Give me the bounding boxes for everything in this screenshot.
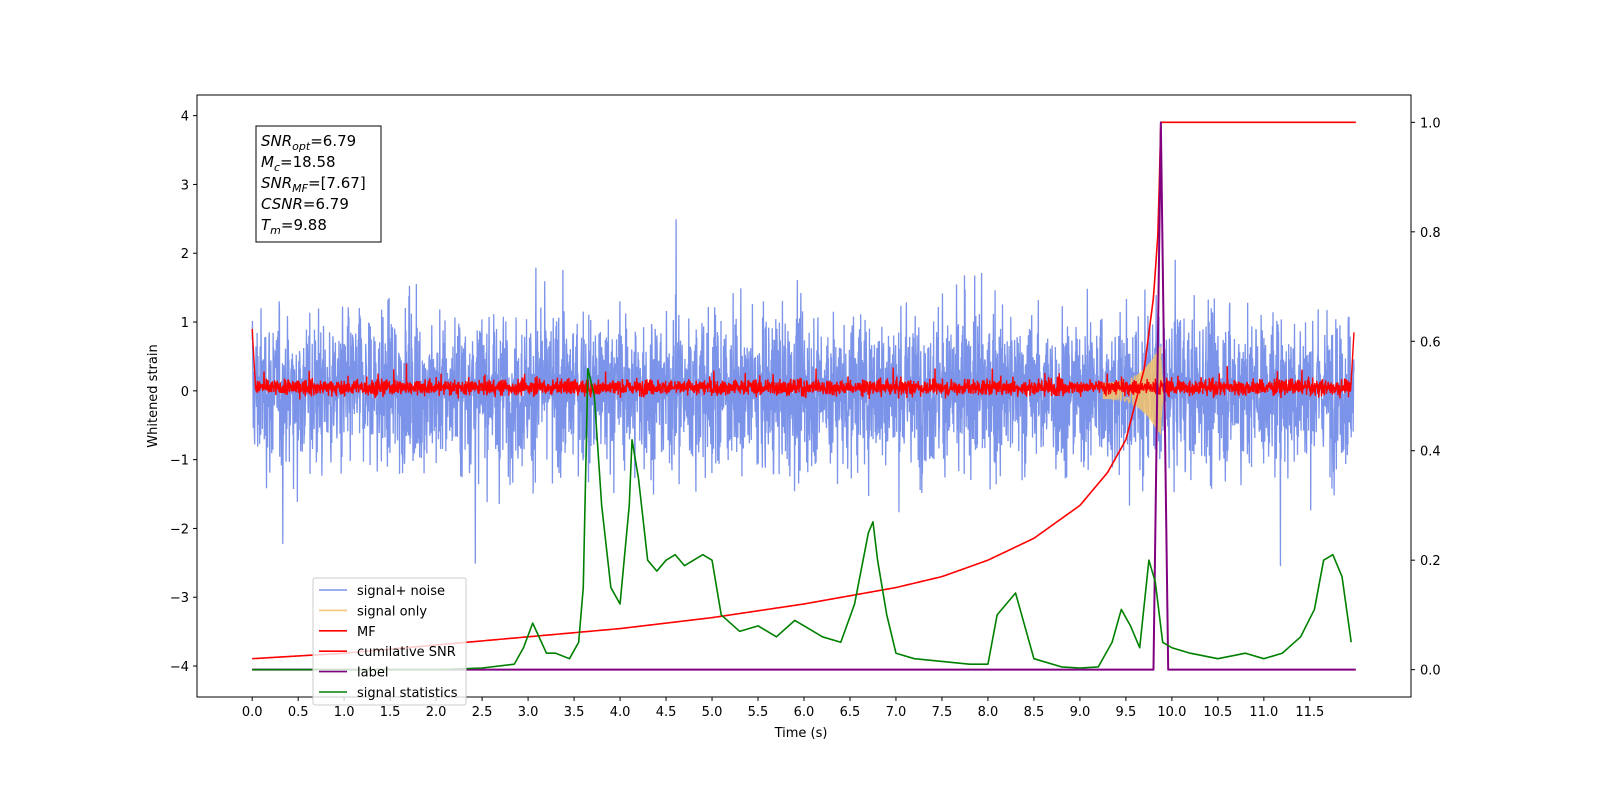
x-tick-label: 1.0 bbox=[334, 705, 355, 720]
y2-tick-label: 0.8 bbox=[1420, 226, 1441, 241]
info-line: CSNR=6.79 bbox=[261, 195, 349, 213]
x-tick-label: 6.5 bbox=[840, 705, 861, 720]
series-signal-noise bbox=[251, 219, 1355, 567]
y-tick-label: 2 bbox=[181, 247, 189, 262]
x-tick-label: 7.0 bbox=[886, 705, 907, 720]
legend-entry: label bbox=[357, 666, 388, 681]
x-tick-label: 9.0 bbox=[1070, 705, 1091, 720]
y-tick-label: 1 bbox=[181, 316, 189, 331]
y2-tick-label: 0.2 bbox=[1420, 554, 1441, 569]
x-tick-label: 8.5 bbox=[1024, 705, 1045, 720]
legend-entry: signal statistics bbox=[357, 686, 458, 701]
x-tick-label: 8.0 bbox=[978, 705, 999, 720]
legend-entry: MF bbox=[357, 625, 376, 640]
x-tick-label: 5.0 bbox=[702, 705, 723, 720]
x-axis-label: Time (s) bbox=[774, 726, 828, 741]
info-line: Tm=9.88 bbox=[261, 216, 327, 237]
x-tick-label: 2.5 bbox=[472, 705, 493, 720]
y-tick-label: −3 bbox=[170, 591, 189, 606]
x-tick-label: 7.5 bbox=[932, 705, 953, 720]
y-tick-label: −1 bbox=[170, 454, 189, 469]
info-line: Mc=18.58 bbox=[261, 153, 336, 174]
x-tick-label: 4.0 bbox=[610, 705, 631, 720]
y-tick-label: 3 bbox=[181, 178, 189, 193]
series-label bbox=[252, 121, 1356, 671]
legend-entry: cumilative SNR bbox=[357, 645, 456, 660]
info-line: SNRMF=[7.67] bbox=[261, 174, 366, 195]
x-tick-label: 5.5 bbox=[748, 705, 769, 720]
y-tick-label: −4 bbox=[170, 660, 189, 675]
y2-tick-label: 0.0 bbox=[1420, 664, 1441, 679]
x-tick-label: 0.5 bbox=[288, 705, 309, 720]
legend-entry: signal+ noise bbox=[357, 584, 445, 599]
x-tick-label: 11.0 bbox=[1249, 705, 1278, 720]
series-signal-statistics bbox=[252, 367, 1353, 671]
y2-tick-label: 0.6 bbox=[1420, 335, 1441, 350]
axes: 0.0 0.5 1.0 1.5 2.0 2.5 3.0 3.5 4.0 4.5 5.0 5.5 6.0 6… bbox=[170, 110, 1441, 720]
x-tick-label: 3.5 bbox=[564, 705, 585, 720]
info-line: SNRopt=6.79 bbox=[261, 132, 356, 153]
x-tick-label: 11.5 bbox=[1295, 705, 1324, 720]
y-tick-label: 0 bbox=[181, 385, 189, 400]
x-tick-label: 0.0 bbox=[242, 705, 263, 720]
x-tick-label: 1.5 bbox=[380, 705, 401, 720]
x-tick-label: 9.5 bbox=[1116, 705, 1137, 720]
legend: signal+ noise signal only MF cumilative SNR… bbox=[312, 577, 467, 706]
x-tick-label: 4.5 bbox=[656, 705, 677, 720]
x-tick-label: 2.0 bbox=[426, 705, 447, 720]
x-tick-label: 3.0 bbox=[518, 705, 539, 720]
x-tick-label: 10.5 bbox=[1203, 705, 1232, 720]
info-box-frame bbox=[255, 125, 382, 243]
x-tick-label: 10.0 bbox=[1157, 705, 1186, 720]
y-tick-label: 4 bbox=[181, 110, 189, 125]
legend-entry: signal only bbox=[357, 604, 427, 619]
series-mf bbox=[251, 328, 1355, 400]
legend-frame bbox=[312, 577, 467, 706]
y-axis-label: Whitened strain bbox=[146, 344, 161, 447]
x-tick-label: 6.0 bbox=[794, 705, 815, 720]
y2-tick-label: 0.4 bbox=[1420, 445, 1441, 460]
info-box: SNRopt=6.79Mc=18.58SNRMF=[7.67]CSNR=6.79… bbox=[255, 125, 382, 243]
y-tick-label: −2 bbox=[170, 522, 189, 537]
y2-tick-label: 1.0 bbox=[1420, 116, 1441, 131]
